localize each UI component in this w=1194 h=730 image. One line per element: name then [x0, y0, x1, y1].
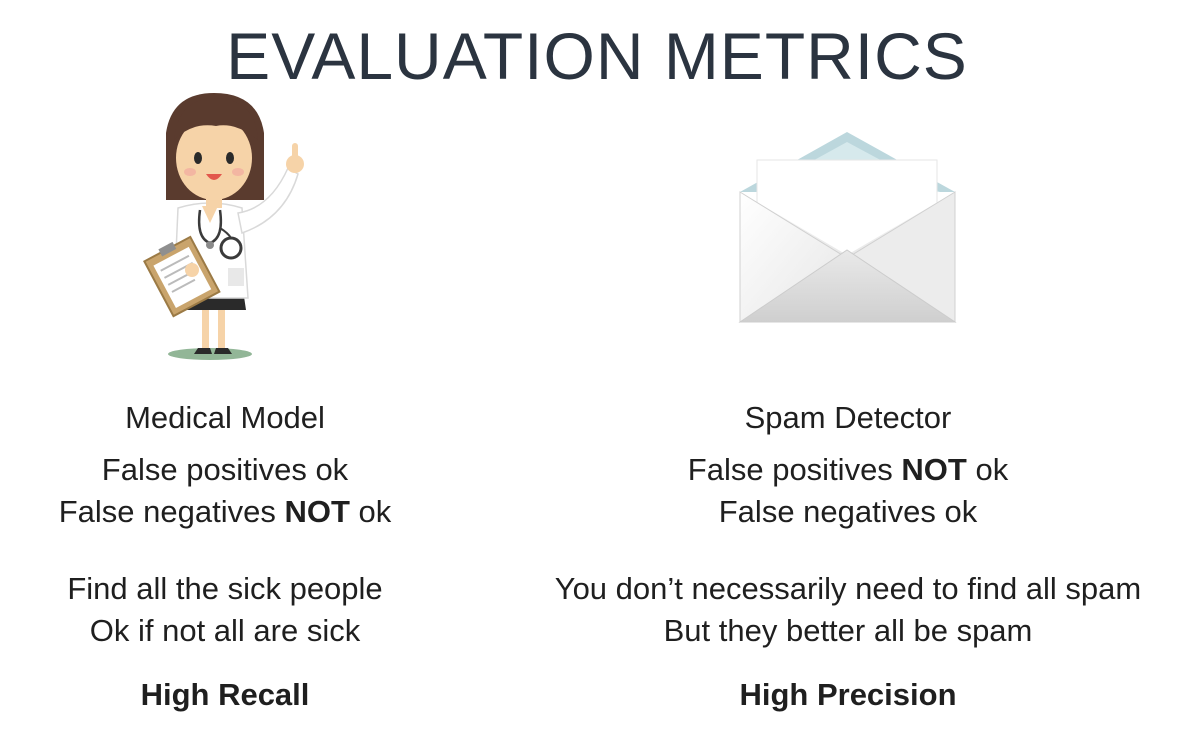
medical-model-column: Medical Model False positives ok False n… — [20, 0, 430, 730]
spam-description-1: You don’t necessarily need to find all s… — [554, 571, 1142, 606]
medical-fn-suffix: ok — [349, 494, 392, 529]
spam-fn-text: False negatives — [718, 494, 945, 529]
spam-description-2: But they better all be spam — [663, 613, 1033, 648]
medical-false-negatives: False negatives NOT ok — [20, 491, 430, 533]
spam-false-negatives: False negatives ok — [510, 491, 1186, 533]
medical-fn-emphasis: NOT — [284, 494, 350, 529]
medical-model-heading: Medical Model — [125, 400, 325, 435]
medical-fn-text: False negatives — [58, 494, 285, 529]
page-title: EVALUATION METRICS — [226, 19, 968, 93]
medical-fp-suffix: ok — [315, 452, 349, 487]
doctor-illustration — [143, 93, 304, 360]
spam-verdict: High Precision — [739, 677, 957, 712]
medical-false-positives: False positives ok — [20, 449, 430, 491]
spam-detector-column: Spam Detector False positives NOT ok Fal… — [510, 0, 1186, 730]
spam-fp-text: False positives — [687, 452, 902, 487]
medical-description-2: Ok if not all are sick — [89, 613, 361, 648]
envelope-illustration — [738, 132, 957, 323]
medical-description-1: Find all the sick people — [67, 571, 383, 606]
medical-fp-text: False positives — [101, 452, 316, 487]
spam-detector-heading: Spam Detector — [744, 400, 952, 435]
spam-fp-suffix: ok — [966, 452, 1009, 487]
spam-fn-suffix: ok — [944, 494, 978, 529]
spam-fp-emphasis: NOT — [901, 452, 967, 487]
medical-verdict: High Recall — [140, 677, 310, 712]
spam-false-positives: False positives NOT ok — [510, 449, 1186, 491]
